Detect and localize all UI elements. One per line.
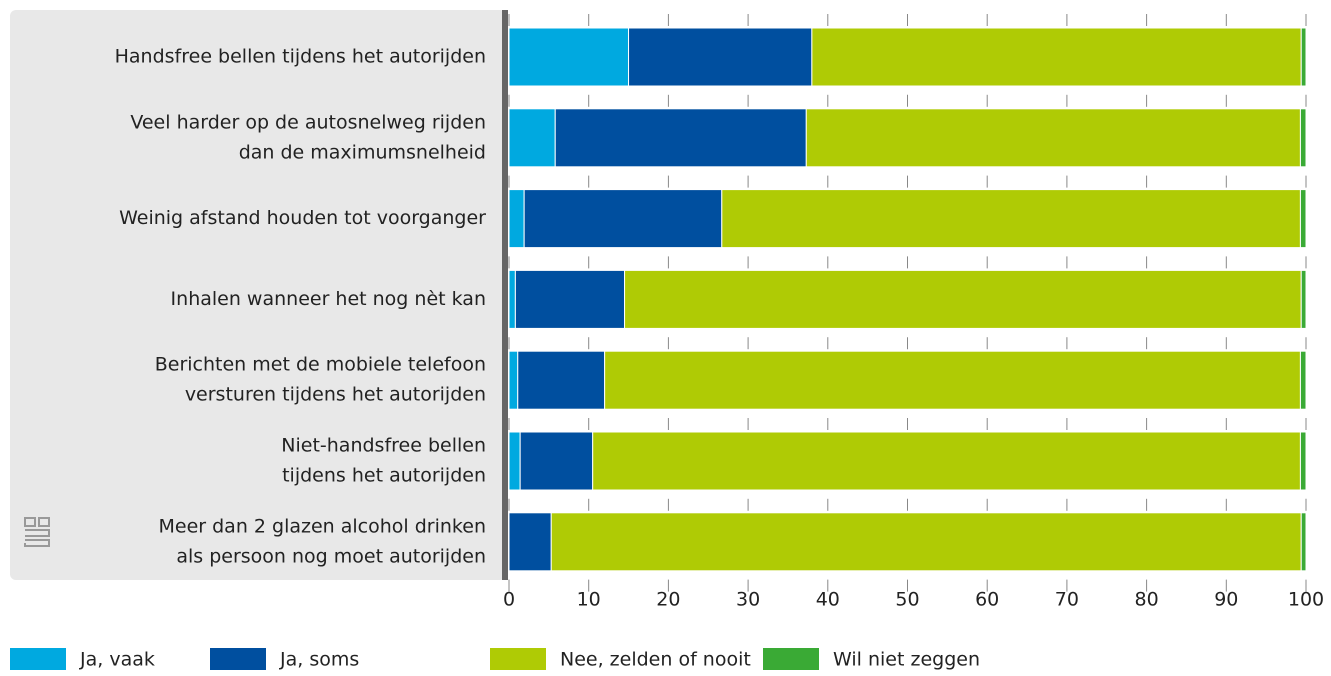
x-tick-label: 80 — [1135, 589, 1159, 611]
legend-label: Wil niet zeggen — [833, 649, 980, 671]
bar-segment — [508, 27, 630, 87]
bar-segment — [508, 108, 556, 168]
category-label: dan de maximumsnelheid — [239, 141, 486, 163]
label-panel — [10, 10, 506, 580]
category-label: als persoon nog moet autorijden — [176, 545, 486, 567]
x-tick-label: 100 — [1288, 589, 1324, 611]
bar-segment — [519, 431, 594, 491]
x-tick-label: 30 — [736, 589, 760, 611]
bar-segment — [554, 108, 807, 168]
x-tick-label: 0 — [503, 589, 515, 611]
legend-swatch — [10, 648, 66, 670]
bar-segment — [1300, 27, 1307, 87]
category-label: Berichten met de mobiele telefoon — [155, 354, 486, 376]
legend-swatch — [490, 648, 546, 670]
x-tick-label: 60 — [975, 589, 999, 611]
bar-segment — [624, 269, 1302, 329]
bar-segment — [514, 269, 626, 329]
bar-segment — [508, 269, 516, 329]
bar-segment — [508, 431, 521, 491]
bar-segment — [628, 27, 813, 87]
bar-segment — [1299, 189, 1307, 249]
category-label: Inhalen wanneer het nog nèt kan — [171, 288, 486, 310]
legend-label: Ja, soms — [279, 649, 359, 671]
bar-segment — [592, 431, 1301, 491]
x-tick-label: 20 — [656, 589, 680, 611]
category-label: Niet-handsfree bellen — [281, 435, 486, 457]
x-tick-label: 40 — [816, 589, 840, 611]
category-label: tijdens het autorijden — [282, 465, 486, 487]
bar-segment — [550, 512, 1302, 572]
bar-segment — [1299, 431, 1307, 491]
axis-line — [502, 10, 508, 580]
category-label: Veel harder op de autosnelweg rijden — [130, 111, 486, 133]
bar-segment — [1300, 269, 1307, 329]
category-label: Handsfree bellen tijdens het autorijden — [115, 46, 486, 68]
bar-segment — [811, 27, 1302, 87]
x-tick-label: 90 — [1214, 589, 1238, 611]
bar-segment — [508, 189, 525, 249]
bar-segment — [508, 512, 552, 572]
logo — [24, 517, 50, 547]
bar-segment — [604, 350, 1301, 410]
category-label: Weinig afstand houden tot voorganger — [119, 207, 486, 229]
legend-label: Nee, zelden of nooit — [560, 649, 751, 671]
legend-label: Ja, vaak — [79, 649, 155, 671]
bar-segment — [805, 108, 1301, 168]
legend-swatch — [763, 648, 819, 670]
bar-segment — [523, 189, 723, 249]
bar-segment — [1299, 108, 1307, 168]
bar-segment — [1300, 512, 1307, 572]
category-label: Meer dan 2 glazen alcohol drinken — [159, 515, 487, 537]
x-tick-label: 10 — [577, 589, 601, 611]
bar-segment — [517, 350, 606, 410]
legend-swatch — [210, 648, 266, 670]
category-label: versturen tijdens het autorijden — [185, 384, 486, 406]
x-tick-label: 50 — [895, 589, 919, 611]
x-tick-label: 70 — [1055, 589, 1079, 611]
bar-segment — [721, 189, 1301, 249]
bar-segment — [508, 350, 519, 410]
bar-segment — [1299, 350, 1307, 410]
